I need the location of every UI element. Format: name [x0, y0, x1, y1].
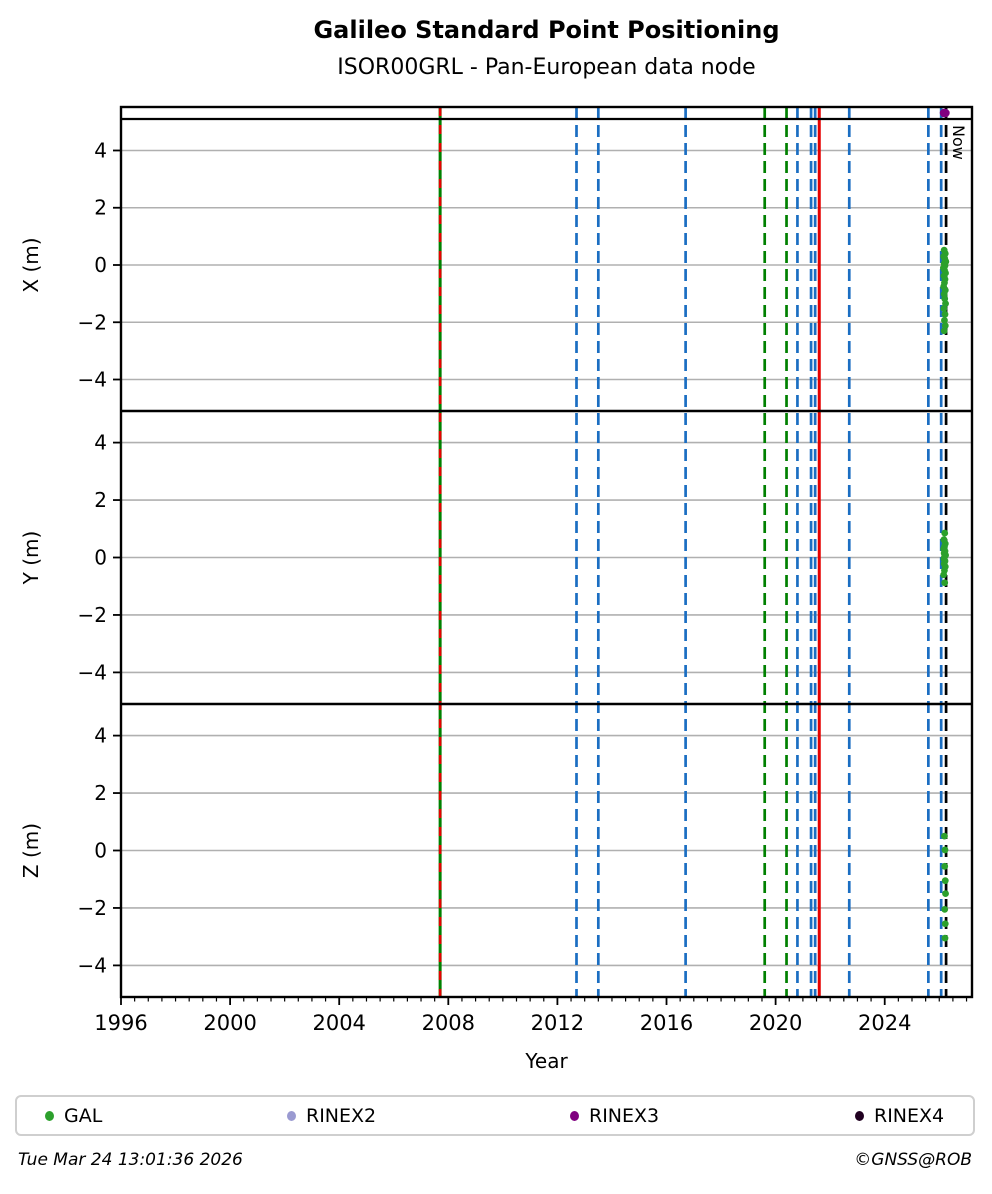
- gal-data-point: [941, 920, 949, 928]
- x-tick-label: 1996: [94, 1011, 147, 1035]
- rinex3-availability-marker: [939, 108, 950, 118]
- plot-frame: [119, 105, 974, 999]
- footer-timestamp: Tue Mar 24 13:01:36 2026: [18, 1150, 243, 1170]
- gal-data-point: [940, 305, 948, 312]
- legend-item-rinex2: RINEX2: [287, 1097, 376, 1134]
- y-tick-label: 4: [94, 724, 107, 748]
- y-tick-label: 2: [94, 196, 107, 220]
- now-label: Now: [949, 125, 968, 160]
- x-tick-label: 2020: [749, 1011, 802, 1035]
- y-tick-label: 2: [94, 781, 107, 805]
- legend-label: RINEX3: [589, 1104, 660, 1127]
- gal-data-point: [941, 846, 949, 854]
- gal-data-point: [940, 571, 948, 579]
- gal-data-point: [941, 905, 949, 913]
- y-tick-label: −4: [78, 368, 107, 392]
- y-tick-label: −2: [78, 603, 107, 627]
- gal-data-point: [941, 832, 948, 840]
- gal-data-point: [940, 327, 948, 335]
- x-tick-label: 2000: [203, 1011, 256, 1035]
- y-tick-label: 0: [94, 253, 107, 277]
- legend-label: RINEX4: [874, 1104, 945, 1127]
- x-tick-label: 2016: [640, 1011, 693, 1035]
- y-axis-label: X (m): [19, 237, 43, 292]
- legend-label: GAL: [64, 1104, 103, 1127]
- gal-marker-icon: [45, 1110, 54, 1121]
- legend-item-rinex3: RINEX3: [570, 1097, 659, 1134]
- gal-data-point: [941, 529, 949, 537]
- gal-data-point: [942, 890, 949, 897]
- y-tick-label: 0: [94, 546, 107, 570]
- position-time-series-chart: 4 2 0 −2 −4 X (m) 4 2 0 −2 −4 Y (m) 4 2 0 −2 −4 Z (m) 1996…: [19, 105, 974, 1073]
- gal-data-point: [941, 322, 949, 330]
- x-tick-label: 2024: [858, 1011, 911, 1035]
- y-axis-label: Z (m): [19, 823, 43, 878]
- y-tick-label: 2: [94, 488, 107, 512]
- legend: GAL RINEX2 RINEX3 RINEX4: [15, 1095, 975, 1136]
- y-tick-label: 4: [94, 431, 107, 455]
- x-axis-label: Year: [524, 1049, 568, 1073]
- legend-item-rinex4: RINEX4: [855, 1097, 944, 1134]
- legend-label: RINEX2: [306, 1104, 377, 1127]
- y-tick-label: 4: [94, 138, 107, 162]
- gal-data-point: [941, 579, 949, 587]
- x-tick-label: 2004: [312, 1011, 365, 1035]
- page-title: Galileo Standard Point Positioning: [313, 16, 780, 44]
- footer-credit: ©GNSS@ROB: [854, 1150, 972, 1170]
- gal-data-point: [941, 316, 948, 324]
- y-tick-label: 0: [94, 839, 107, 863]
- y-tick-label: −4: [78, 953, 107, 977]
- x-tick-label: 2012: [531, 1011, 584, 1035]
- y-tick-label: −4: [78, 660, 107, 684]
- rinex2-marker-icon: [287, 1110, 296, 1121]
- rinex4-marker-icon: [855, 1110, 864, 1121]
- gal-data-point: [941, 310, 949, 318]
- gal-data-point: [941, 934, 949, 942]
- gal-data-point: [941, 862, 949, 870]
- rinex3-marker-icon: [570, 1110, 579, 1121]
- y-tick-label: −2: [78, 896, 107, 920]
- y-tick-label: −2: [78, 310, 107, 334]
- gal-data-point: [941, 877, 949, 885]
- x-tick-label: 2008: [422, 1011, 475, 1035]
- page-subtitle: ISOR00GRL - Pan-European data node: [337, 55, 756, 80]
- y-axis-label: Y (m): [19, 531, 43, 586]
- legend-item-gal: GAL: [45, 1097, 102, 1134]
